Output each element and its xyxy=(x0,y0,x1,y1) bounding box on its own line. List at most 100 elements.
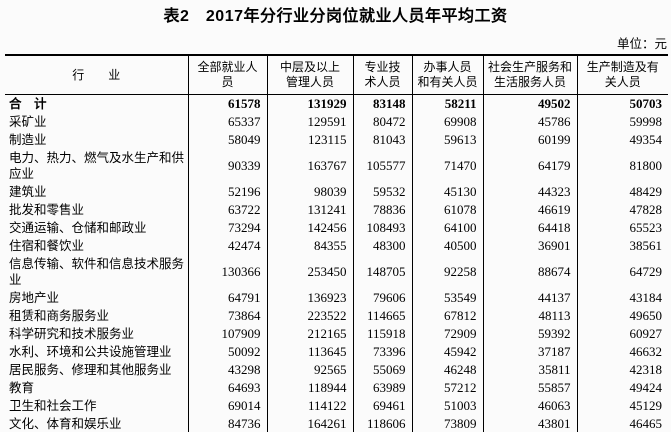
wage-value: 73809 xyxy=(412,415,484,432)
table-row: 居民服务、修理和其他服务业 43298 92565 55069 46248 35811 42… xyxy=(5,361,668,379)
column-header-clerical: 办事人员 和有关人员 xyxy=(412,55,484,95)
wage-value: 64418 xyxy=(483,219,578,237)
industry-label: 教育 xyxy=(5,379,189,397)
wage-value: 46632 xyxy=(629,344,663,359)
industry-label: 居民服务、修理和其他服务业 xyxy=(5,361,189,379)
column-header-all-employees: 全部就业人 员 xyxy=(188,55,268,95)
wage-value: 45129 xyxy=(629,398,663,413)
industry-label: 制造业 xyxy=(5,131,189,149)
wage-value: 61578 xyxy=(188,94,268,113)
industry-label: 租赁和商务服务业 xyxy=(5,307,189,325)
wage-value: 46063 xyxy=(483,397,578,415)
wage-value: 80472 xyxy=(353,113,413,131)
table-body: 合 计 61578 131929 83148 58211 49502 50703 采矿业 653… xyxy=(5,94,668,432)
wage-value: 72909 xyxy=(412,325,484,343)
industry-label: 采矿业 xyxy=(5,113,189,131)
wage-value: 45786 xyxy=(483,113,578,131)
wage-value: 130366 xyxy=(188,255,268,289)
table-row: 文化、体育和娱乐业 84736 164261 118606 73809 43801 4646… xyxy=(5,415,668,432)
wage-value: 223522 xyxy=(267,307,354,325)
wage-value: 81800 xyxy=(629,158,663,173)
industry-label: 交通运输、仓储和邮政业 xyxy=(5,219,189,237)
wage-value: 42474 xyxy=(188,237,268,255)
wage-value: 43184 xyxy=(629,290,663,305)
wage-value: 35811 xyxy=(483,361,578,379)
wage-value: 73294 xyxy=(188,219,268,237)
wage-value: 115918 xyxy=(353,325,413,343)
wage-value: 123115 xyxy=(267,131,354,149)
wage-value: 79606 xyxy=(353,289,413,307)
wage-value: 59532 xyxy=(353,183,413,201)
wage-value: 45130 xyxy=(412,183,484,201)
wage-value: 71470 xyxy=(412,149,484,183)
wage-value: 57212 xyxy=(412,379,484,397)
column-header-industry: 行 业 xyxy=(5,55,189,95)
industry-label: 科学研究和技术服务业 xyxy=(5,325,189,343)
wage-value: 44137 xyxy=(483,289,578,307)
table-row: 采矿业 65337 129591 80472 69908 45786 59998 xyxy=(5,113,668,131)
industry-label: 房地产业 xyxy=(5,289,189,307)
wage-value: 48429 xyxy=(629,184,663,199)
table-row: 电力、热力、燃气及水生产和供应业 90339 163767 105577 71470 64… xyxy=(5,149,668,183)
wage-value: 81043 xyxy=(353,131,413,149)
table-row: 交通运输、仓储和邮政业 73294 142456 108493 64100 64418 65… xyxy=(5,219,668,237)
wage-value: 58211 xyxy=(412,94,484,113)
wage-value: 46465 xyxy=(629,416,663,431)
wage-table: 行 业 全部就业人 员 中层及以上 管理人员 专业技 术人员 办事人员 和有关人… xyxy=(5,54,668,432)
wage-value: 73396 xyxy=(353,343,413,361)
wage-value: 88674 xyxy=(483,255,578,289)
wage-value: 67812 xyxy=(412,307,484,325)
wage-value: 108493 xyxy=(353,219,413,237)
wage-value: 49424 xyxy=(629,380,663,395)
table-row: 合 计 61578 131929 83148 58211 49502 50703 xyxy=(5,94,668,113)
wage-value: 50092 xyxy=(188,343,268,361)
wage-value: 164261 xyxy=(267,415,354,432)
wage-value: 129591 xyxy=(267,113,354,131)
table-title: 表2 2017年分行业分岗位就业人员年平均工资 xyxy=(163,8,508,25)
wage-value: 64729 xyxy=(629,264,663,279)
column-header-service: 社会生产服务和 生活服务人员 xyxy=(483,55,578,95)
wage-value: 84355 xyxy=(267,237,354,255)
wage-value: 69014 xyxy=(188,397,268,415)
wage-value: 46248 xyxy=(412,361,484,379)
wage-value: 42318 xyxy=(629,362,663,377)
wage-value: 44323 xyxy=(483,183,578,201)
wage-value: 212165 xyxy=(267,325,354,343)
industry-label: 卫生和社会工作 xyxy=(5,397,189,415)
unit-label: 单位：元 xyxy=(616,37,667,51)
wage-value: 65523 xyxy=(629,220,663,235)
industry-label: 合 计 xyxy=(5,94,189,113)
wage-value: 114665 xyxy=(353,307,413,325)
wage-value: 98039 xyxy=(267,183,354,201)
column-header-technical: 专业技 术人员 xyxy=(353,55,413,95)
wage-value: 78836 xyxy=(353,201,413,219)
industry-label: 建筑业 xyxy=(5,183,189,201)
wage-value: 64179 xyxy=(483,149,578,183)
wage-value: 49502 xyxy=(483,94,578,113)
wage-value: 59613 xyxy=(412,131,484,149)
wage-value: 64100 xyxy=(412,219,484,237)
wage-value: 53549 xyxy=(412,289,484,307)
wage-value: 118944 xyxy=(267,379,354,397)
wage-value: 65337 xyxy=(188,113,268,131)
wage-value: 69461 xyxy=(353,397,413,415)
wage-value: 92258 xyxy=(412,255,484,289)
wage-value: 47828 xyxy=(629,202,663,217)
wage-value: 83148 xyxy=(353,94,413,113)
wage-value: 107909 xyxy=(188,325,268,343)
wage-value: 37187 xyxy=(483,343,578,361)
wage-value: 46619 xyxy=(483,201,578,219)
industry-label: 文化、体育和娱乐业 xyxy=(5,415,189,432)
wage-value: 59998 xyxy=(629,114,663,129)
wage-value: 59392 xyxy=(483,325,578,343)
wage-value: 131929 xyxy=(267,94,354,113)
wage-value: 38561 xyxy=(629,238,663,253)
wage-value: 50703 xyxy=(629,96,663,111)
industry-label: 水利、环境和公共设施管理业 xyxy=(5,343,189,361)
table-row: 科学研究和技术服务业 107909 212165 115918 72909 59392 60… xyxy=(5,325,668,343)
table-row: 教育 64693 118944 63989 57212 55857 49424 xyxy=(5,379,668,397)
industry-label: 批发和零售业 xyxy=(5,201,189,219)
wage-value: 45942 xyxy=(412,343,484,361)
wage-value: 60927 xyxy=(629,326,663,341)
